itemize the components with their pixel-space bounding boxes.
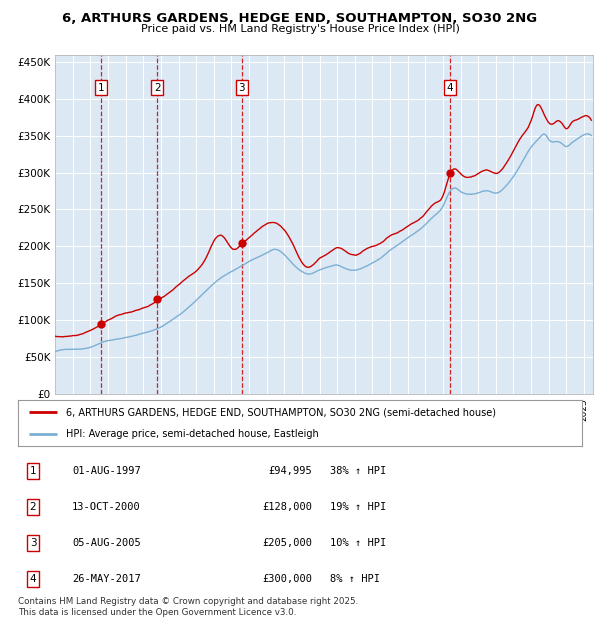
Text: 38% ↑ HPI: 38% ↑ HPI (330, 466, 386, 476)
Text: 2: 2 (29, 502, 37, 512)
Text: 3: 3 (238, 82, 245, 93)
Text: 26-MAY-2017: 26-MAY-2017 (72, 574, 141, 584)
Text: 10% ↑ HPI: 10% ↑ HPI (330, 538, 386, 548)
Text: 3: 3 (29, 538, 37, 548)
Text: Contains HM Land Registry data © Crown copyright and database right 2025.
This d: Contains HM Land Registry data © Crown c… (18, 598, 358, 617)
Text: 13-OCT-2000: 13-OCT-2000 (72, 502, 141, 512)
Text: 8% ↑ HPI: 8% ↑ HPI (330, 574, 380, 584)
Text: 01-AUG-1997: 01-AUG-1997 (72, 466, 141, 476)
Text: Price paid vs. HM Land Registry's House Price Index (HPI): Price paid vs. HM Land Registry's House … (140, 24, 460, 34)
Text: 4: 4 (447, 82, 454, 93)
Text: 6, ARTHURS GARDENS, HEDGE END, SOUTHAMPTON, SO30 2NG (semi-detached house): 6, ARTHURS GARDENS, HEDGE END, SOUTHAMPT… (66, 407, 496, 417)
Text: HPI: Average price, semi-detached house, Eastleigh: HPI: Average price, semi-detached house,… (66, 429, 319, 439)
Text: £300,000: £300,000 (262, 574, 312, 584)
Text: 05-AUG-2005: 05-AUG-2005 (72, 538, 141, 548)
Text: 1: 1 (97, 82, 104, 93)
Text: 2: 2 (154, 82, 160, 93)
Text: £94,995: £94,995 (268, 466, 312, 476)
Text: 4: 4 (29, 574, 37, 584)
Text: 1: 1 (29, 466, 37, 476)
Text: 19% ↑ HPI: 19% ↑ HPI (330, 502, 386, 512)
Text: 6, ARTHURS GARDENS, HEDGE END, SOUTHAMPTON, SO30 2NG: 6, ARTHURS GARDENS, HEDGE END, SOUTHAMPT… (62, 12, 538, 25)
Text: £128,000: £128,000 (262, 502, 312, 512)
Text: £205,000: £205,000 (262, 538, 312, 548)
